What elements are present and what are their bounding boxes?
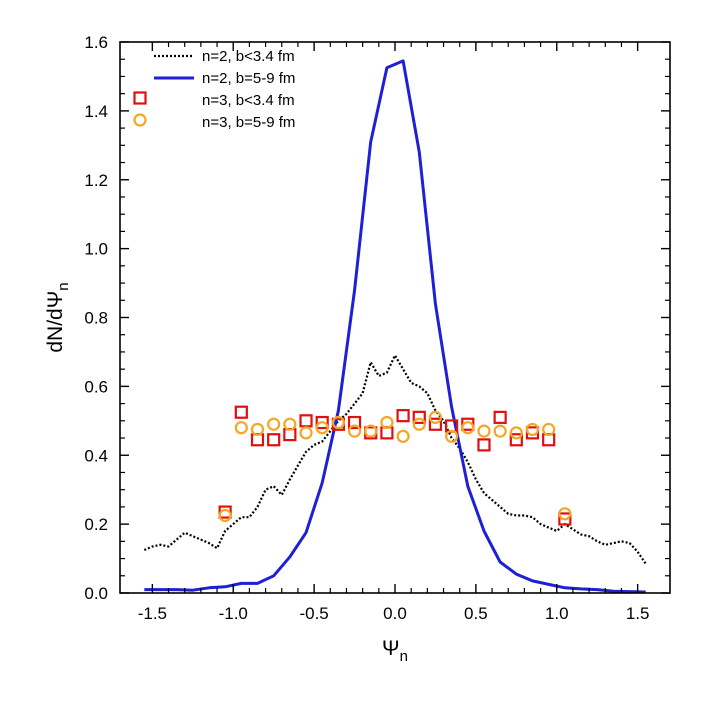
y-tick-label: 1.6	[84, 33, 108, 52]
y-tick-label: 1.0	[84, 240, 108, 259]
series-4-point	[380, 415, 394, 430]
legend: n=2, b<3.4 fm n=2, b=5-9 fm n=3, b<3.4 fm n…	[133, 48, 295, 131]
series-3	[218, 405, 572, 526]
series-4-point	[525, 422, 540, 437]
series-3-point	[509, 433, 523, 447]
y-tick-label: 1.4	[84, 102, 108, 121]
x-tick-label: -0.5	[299, 604, 328, 623]
series-4-point	[542, 422, 556, 437]
series-4	[218, 410, 572, 523]
series-4-point	[412, 417, 426, 431]
series-3-point	[412, 410, 426, 424]
series-4-point	[218, 508, 232, 523]
x-tick-label: 1.5	[626, 604, 650, 623]
series-1	[143, 353, 647, 565]
series-3-point	[299, 414, 313, 428]
series-4-point	[364, 424, 378, 438]
y-tick-label: 0.0	[84, 584, 108, 603]
series-2-line	[144, 59, 646, 594]
x-tick-label: 0.5	[464, 604, 488, 623]
legend-label: n=3, b=5-9 fm	[202, 114, 295, 131]
series-4-point	[477, 424, 491, 438]
y-axis-title-base: dN/dΨ	[44, 291, 67, 353]
y-tick-label: 0.6	[84, 377, 108, 396]
x-axis-ticks: -1.5 -1.0 -0.5 0.0 0.5 1.0 1.5	[138, 42, 650, 623]
series-3-point	[267, 433, 281, 447]
legend-item: n=2, b=5-9 fm	[154, 70, 295, 87]
series-4-point	[509, 426, 523, 440]
x-axis-title: Ψn	[382, 637, 408, 665]
series-4-point	[461, 421, 475, 435]
series-3-point	[234, 405, 248, 419]
series-4-point	[445, 429, 459, 443]
y-tick-label: 0.4	[84, 446, 108, 465]
y-tick-label: 1.2	[84, 171, 108, 190]
y-axis-title-sub: n	[55, 282, 72, 290]
legend-swatch	[133, 113, 147, 127]
series-4-point	[558, 507, 572, 521]
series-4-point	[283, 417, 297, 431]
x-axis-title-sub: n	[400, 648, 408, 665]
series-4-point	[267, 417, 281, 431]
x-tick-label: 1.0	[545, 604, 569, 623]
x-tick-label: -1.5	[138, 604, 167, 623]
series-3-point	[493, 410, 507, 424]
plot-area	[143, 59, 647, 594]
legend-label: n=2, b=5-9 fm	[202, 70, 295, 87]
series-4-point	[396, 429, 410, 443]
series-2	[144, 59, 646, 594]
y-axis-title: dN/dΨn	[44, 282, 72, 352]
y-tick-label: 0.8	[84, 309, 108, 328]
legend-item: n=2, b<3.4 fm	[154, 48, 295, 65]
x-tick-label: -1.0	[219, 604, 248, 623]
series-3-point	[347, 415, 362, 430]
series-4-point	[299, 426, 313, 440]
series-3-point	[315, 415, 329, 430]
series-4-point	[250, 422, 265, 437]
series-4-point	[428, 410, 443, 424]
series-3-point	[396, 409, 410, 423]
x-tick-label: 0.0	[383, 604, 407, 623]
legend-label: n=2, b<3.4 fm	[202, 48, 295, 65]
series-4-point	[331, 415, 345, 430]
series-3-point	[558, 512, 572, 526]
series-4-point	[493, 424, 507, 438]
legend-label: n=3, b<3.4 fm	[202, 92, 295, 109]
y-tick-label: 0.2	[84, 515, 108, 534]
series-1-line	[143, 353, 647, 565]
series-3-point	[428, 417, 443, 431]
legend-swatch	[133, 91, 147, 105]
x-axis-title-base: Ψ	[382, 637, 400, 660]
legend-item: n=3, b<3.4 fm	[133, 91, 295, 109]
series-4-point	[347, 424, 362, 438]
series-4-point	[315, 421, 329, 435]
series-4-point	[234, 421, 248, 435]
legend-item: n=3, b=5-9 fm	[133, 113, 295, 131]
y-axis-ticks: 0.0 0.2 0.4 0.6 0.8 1.0 1.2 1.4 1.6	[84, 33, 670, 603]
series-3-point	[477, 438, 491, 452]
